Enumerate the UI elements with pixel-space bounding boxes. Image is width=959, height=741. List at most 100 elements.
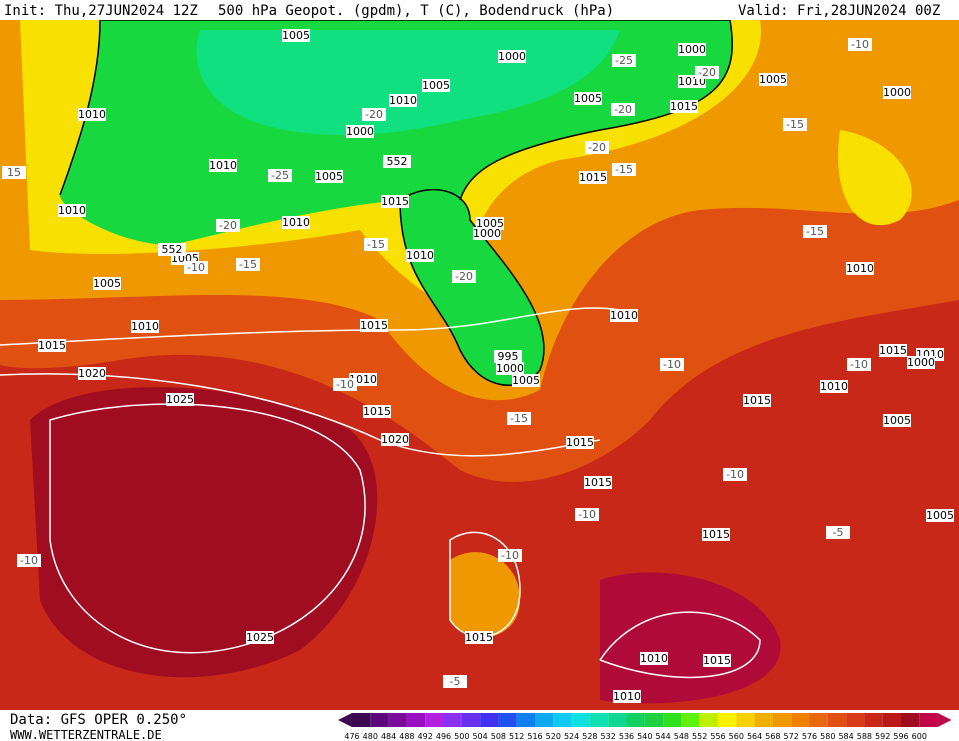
colorbar-box	[608, 713, 627, 727]
isobar-label-box	[759, 73, 787, 86]
isobar-label-box	[246, 631, 274, 644]
temperature-label-box	[660, 358, 684, 371]
temperature-label: -20	[614, 103, 632, 116]
isobar-label: 1015	[743, 394, 771, 407]
isobar-label: 1010	[282, 216, 310, 229]
isobar-label-box	[381, 433, 409, 446]
isobar-label: 1015	[670, 100, 698, 113]
temperature-label-box	[362, 108, 386, 121]
colorbar-label: 580	[820, 732, 835, 741]
temperature-label: -15	[786, 118, 804, 131]
colorbar-label: 560	[729, 732, 744, 741]
colorbar-label: 536	[619, 732, 634, 741]
isobar-label-box	[907, 356, 935, 369]
isobar-label-box	[883, 86, 911, 99]
isobar-label-box	[406, 249, 434, 262]
colorbar-label: 576	[802, 732, 817, 741]
isobar-label: 1005	[315, 170, 343, 183]
temperature-label-box	[333, 378, 357, 391]
isobar-label: 552	[387, 155, 408, 168]
isobar-label-box	[209, 159, 237, 172]
isobar-label-box	[883, 414, 911, 427]
colorbar-label: 500	[454, 732, 469, 741]
isobar-label: 1010	[58, 204, 86, 217]
isobar-label: 1010	[406, 249, 434, 262]
temperature-label: -5	[833, 526, 844, 539]
temperature-label-box	[498, 549, 522, 562]
temperature-label: -10	[336, 378, 354, 391]
colorbar-label: 496	[436, 732, 451, 741]
colorbar-box	[663, 713, 682, 727]
isobar-label-box	[473, 227, 501, 240]
colorbar-box	[772, 713, 792, 727]
isobar-label-box	[574, 92, 602, 105]
colorbar-box	[754, 713, 773, 727]
temperature-label: -10	[850, 358, 868, 371]
colorbar-label: 544	[655, 732, 670, 741]
colorbar-label: 600	[912, 732, 927, 741]
isobar-label: 1005	[282, 29, 310, 42]
temperature-label-box	[2, 166, 26, 179]
temperature-label: -20	[698, 66, 716, 79]
colorbar-box	[644, 713, 664, 727]
isobar-label: 1005	[476, 217, 504, 230]
isobar-label-box	[512, 374, 540, 387]
colorbar-label: 476	[344, 732, 359, 741]
temperature-label: -10	[20, 554, 38, 567]
isobar-label: 1010	[846, 262, 874, 275]
temperature-label-box	[783, 118, 807, 131]
temperature-label-box	[443, 675, 467, 688]
isobar-label: 1010	[640, 652, 668, 665]
temperature-label: -5	[450, 675, 461, 688]
temperature-label-box	[826, 526, 850, 539]
colorbar-box	[535, 713, 554, 727]
isobar-label-box	[131, 320, 159, 333]
temperature-label: -20	[455, 270, 473, 283]
colorbar-box	[480, 713, 499, 727]
isobar-label-box	[494, 350, 522, 363]
temperature-label-box	[268, 169, 292, 182]
colorbar-label: 532	[601, 732, 616, 741]
temperature-label: -20	[365, 108, 383, 121]
isobar-label-box	[346, 125, 374, 138]
colorbar-box	[864, 713, 883, 727]
map-field	[0, 19, 959, 710]
isobar-label-box	[78, 367, 106, 380]
temperature-label: -25	[271, 169, 289, 182]
temperature-label-box	[585, 141, 609, 154]
data-source: Data: GFS OPER 0.250°	[10, 712, 187, 728]
colorbar-box	[571, 713, 590, 727]
colorbar-label: 592	[875, 732, 890, 741]
colorbar-box	[827, 713, 847, 727]
colorbar-box	[370, 713, 389, 727]
colorbar-label: 512	[509, 732, 524, 741]
temperature-label-box	[216, 219, 240, 232]
colorbar-box	[443, 713, 462, 727]
colorbar-box	[461, 713, 481, 727]
colorbar-box	[901, 713, 920, 727]
isobar-label-box	[78, 108, 106, 121]
header-band	[0, 0, 959, 20]
colorbar-label: 556	[710, 732, 725, 741]
colorbar-box	[406, 713, 426, 727]
isobar-label-box	[702, 528, 730, 541]
colorbar-label: 520	[546, 732, 561, 741]
temperature-label-box	[364, 238, 388, 251]
isobar-label-box	[640, 652, 668, 665]
isobar-label: 1025	[246, 631, 274, 644]
colorbar-box	[388, 713, 407, 727]
colorbar-label: 564	[747, 732, 762, 741]
isobar-label: 552	[162, 243, 183, 256]
temperature-label-box	[611, 103, 635, 116]
isobar-label: 1020	[78, 367, 106, 380]
colorbar-label: 584	[838, 732, 853, 741]
colorbar-label: 568	[765, 732, 780, 741]
isobar-label-box	[584, 476, 612, 489]
temperature-label: -10	[187, 261, 205, 274]
colorbar-label: 528	[582, 732, 597, 741]
temperature-label-box	[612, 163, 636, 176]
colorbar-box	[882, 713, 901, 727]
isobar-label: 1010	[209, 159, 237, 172]
isobar-label: 1015	[879, 344, 907, 357]
colorbar-box	[809, 713, 828, 727]
